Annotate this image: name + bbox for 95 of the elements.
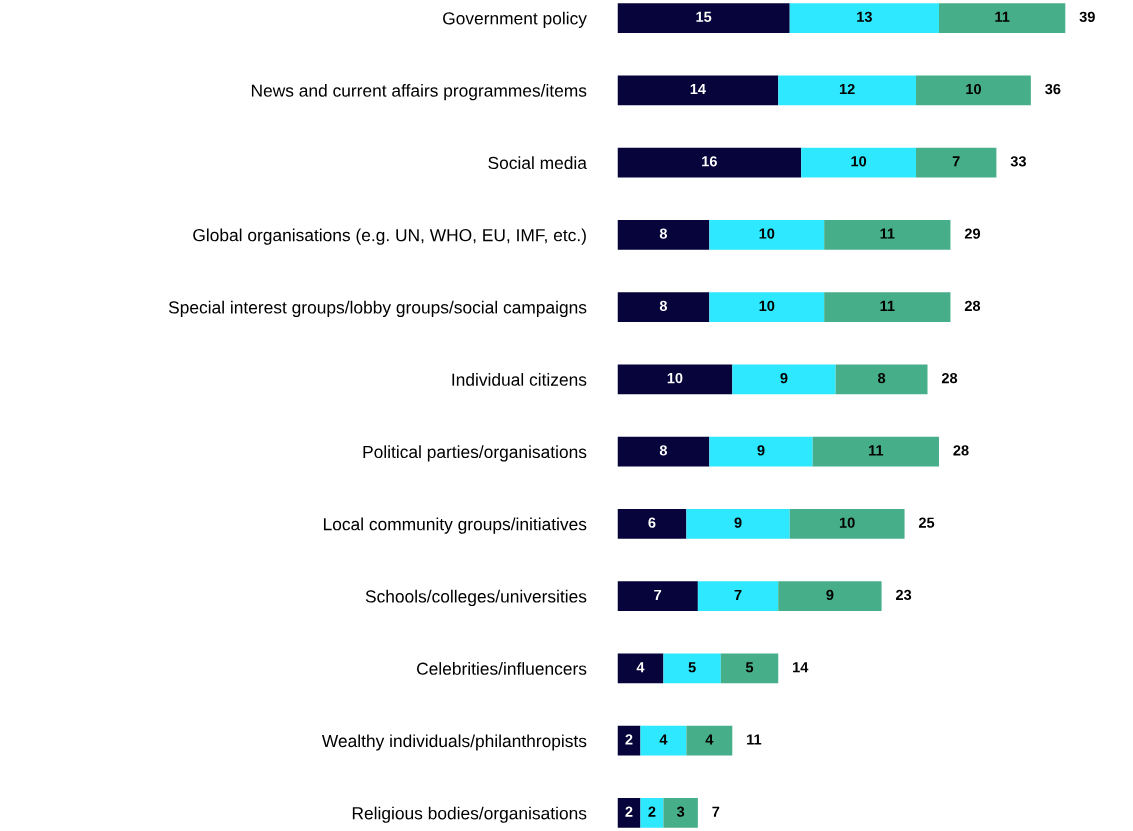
data-label: 10 [667,372,683,384]
total-label: 11 [747,734,762,745]
total-label: 14 [793,662,809,673]
data-label: 7 [734,589,742,600]
bar [617,581,698,611]
bar [617,798,641,828]
bar [732,364,836,395]
data-label: 2 [648,806,656,817]
data-label: 9 [734,517,742,528]
data-label: 6 [648,517,656,528]
data-label: 4 [705,734,714,745]
data-label: 16 [702,156,717,167]
bar [617,3,790,33]
bar [617,509,687,539]
bar [824,292,951,322]
bar [720,653,779,684]
data-label: 8 [659,445,668,456]
total-label: 33 [1010,156,1026,167]
bar [663,798,698,828]
data-label: 9 [780,372,788,384]
data-label: 10 [759,228,775,239]
bar [617,364,733,395]
data-label: 2 [625,734,633,745]
bar [640,725,687,756]
bar [640,798,664,828]
y-tick-label: Religious bodies/organisations [352,806,587,823]
bar [789,3,939,33]
data-label: 8 [659,228,668,239]
y-tick-label: Local community groups/initiatives [323,517,587,534]
y-tick-label: News and current affairs programmes/items [251,84,587,101]
total-label: 28 [941,372,958,384]
data-label: 9 [826,589,834,601]
y-tick-label: Government policy [443,11,587,28]
y-tick-label: Wealthy individuals/philanthropists [321,734,587,751]
data-label: 11 [869,445,884,456]
bar [686,725,733,756]
data-label: 7 [654,589,662,600]
bar [916,147,997,178]
data-label: 3 [676,806,685,817]
bar [617,75,779,106]
data-label: 7 [952,156,960,167]
bar [778,75,917,106]
data-label: 4 [636,662,645,673]
bar [617,436,710,467]
y-tick-label: Celebrities/influencers [417,662,587,675]
data-label: 8 [877,372,886,384]
bar [916,75,1031,106]
data-label: 12 [839,83,855,95]
data-label: 10 [966,83,981,95]
data-label: 10 [851,156,867,167]
bar [617,147,802,178]
total-label: 28 [953,445,969,456]
total-label: 23 [895,589,912,601]
data-label: 8 [659,300,668,312]
total-label: 29 [964,228,981,239]
bar [697,581,779,611]
total-label: 39 [1079,11,1095,22]
data-label: 2 [625,806,633,817]
bar [835,364,928,395]
data-label: 10 [759,300,775,312]
bar [709,436,813,467]
bar [617,653,664,684]
data-label: 11 [880,300,895,311]
data-label: 13 [857,11,872,22]
bar [812,436,939,467]
bar [617,292,710,322]
bar [686,509,790,539]
data-label: 11 [995,11,1010,22]
bar [938,3,1066,33]
total-label: 7 [712,806,720,817]
data-label: 5 [688,662,696,673]
total-label: 25 [918,517,935,528]
total-label: 28 [964,300,981,312]
data-label: 14 [690,84,706,95]
data-label: 15 [696,11,712,22]
bar [663,653,721,684]
bar [617,220,710,250]
total-label: 36 [1045,83,1061,95]
y-tick-label: Individual citizens [452,373,587,386]
bar [709,292,825,322]
bar [709,220,825,250]
data-label: 11 [880,228,895,239]
data-label: 4 [659,734,668,745]
bar [824,220,951,250]
y-tick-label: Schools/colleges/universities [365,589,587,607]
y-tick-label: Global organisations (e.g. UN, WHO, EU, IMF, etc.) [193,228,586,245]
bar [778,581,882,611]
y-tick-label: Political parties/organisations [363,445,587,462]
data-label: 10 [839,517,855,528]
data-label: 5 [745,662,754,673]
data-label: 9 [757,445,765,456]
bar [801,147,917,178]
bar [789,509,905,539]
y-tick-label: Social media [488,156,587,170]
y-tick-label: Special interest groups/lobby groups/social campaigns [168,300,587,317]
